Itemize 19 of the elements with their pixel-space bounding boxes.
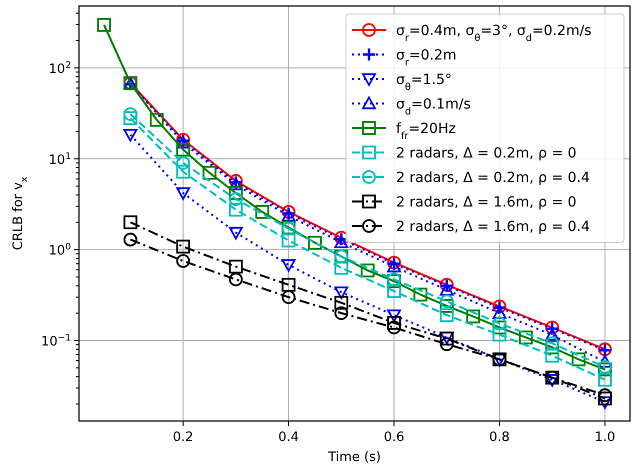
y-tick-label: 10$^{−1}$ bbox=[41, 333, 71, 350]
legend-label: 2 radars, Δ = 1.6m, ρ = 0.4 bbox=[396, 219, 590, 235]
y-tick-label: 10$^{1}$ bbox=[48, 152, 71, 168]
legend-label: σ$_{r}$=0.4m, σ$_{θ}$=3°, σ$_{d}$=0.2m/s bbox=[396, 23, 592, 44]
x-tick-label: 0.6 bbox=[384, 430, 404, 445]
legend-label: 2 radars, Δ = 1.6m, ρ = 0 bbox=[396, 194, 577, 210]
x-axis-title: Time (s) bbox=[327, 450, 381, 465]
x-tick-label: 0.8 bbox=[489, 430, 510, 445]
x-tick-label: 0.4 bbox=[278, 430, 299, 445]
y-tick-label: 10$^{2}$ bbox=[48, 60, 71, 77]
x-tick-label: 0.2 bbox=[172, 430, 194, 445]
legend-label: f$_{fr}$=20Hz bbox=[396, 121, 456, 142]
legend-label: 2 radars, Δ = 0.2m, ρ = 0 bbox=[396, 146, 577, 162]
y-tick-label: 10$^{0}$ bbox=[48, 242, 72, 259]
legend-label: σ$_{d}$=0.1m/s bbox=[396, 96, 471, 117]
legend-label: 2 radars, Δ = 0.2m, ρ = 0.4 bbox=[396, 170, 590, 186]
legend-label: σ$_{r}$=0.2m bbox=[396, 48, 457, 68]
x-tick-label: 1.0 bbox=[594, 430, 616, 445]
legend-label: σ$_{θ}$=1.5° bbox=[396, 72, 452, 92]
